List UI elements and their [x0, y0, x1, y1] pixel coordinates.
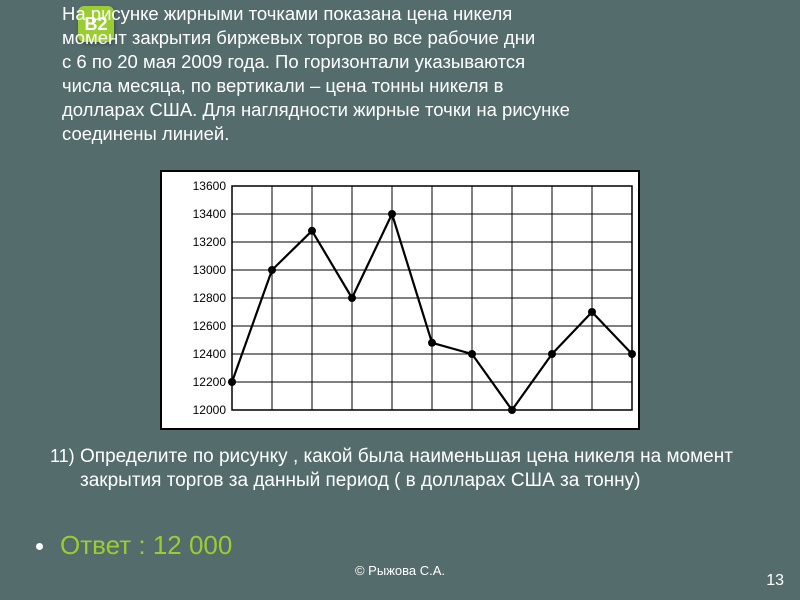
svg-text:12200: 12200 — [193, 375, 227, 389]
question-text: Определите по рисунку , какой была наиме… — [80, 446, 733, 491]
svg-text:12400: 12400 — [193, 347, 227, 361]
page-number: 13 — [766, 572, 784, 590]
svg-text:12600: 12600 — [193, 319, 227, 333]
bullet-icon — [36, 543, 43, 550]
svg-text:13600: 13600 — [193, 179, 227, 193]
slide: В2 На рисунке жирными точками показана ц… — [0, 0, 800, 600]
svg-text:13200: 13200 — [193, 235, 227, 249]
question-block: 11) Определите по рисунку , какой была н… — [80, 445, 740, 494]
svg-text:13400: 13400 — [193, 207, 227, 221]
svg-text:12000: 12000 — [193, 403, 227, 417]
copyright-text: © Рыжова С.А. — [0, 563, 800, 578]
question-number: 11) — [50, 445, 75, 468]
svg-text:12800: 12800 — [193, 291, 227, 305]
price-chart: 12000 12200 12400 12600 12800 13000 13200 13400… — [160, 170, 640, 430]
answer-text: Ответ : 12 000 — [60, 530, 232, 561]
problem-text: На рисунке жирными точками показана цена… — [62, 2, 764, 146]
svg-text:13000: 13000 — [193, 263, 227, 277]
chart-svg: 12000 12200 12400 12600 12800 13000 13200 13400… — [162, 172, 638, 428]
